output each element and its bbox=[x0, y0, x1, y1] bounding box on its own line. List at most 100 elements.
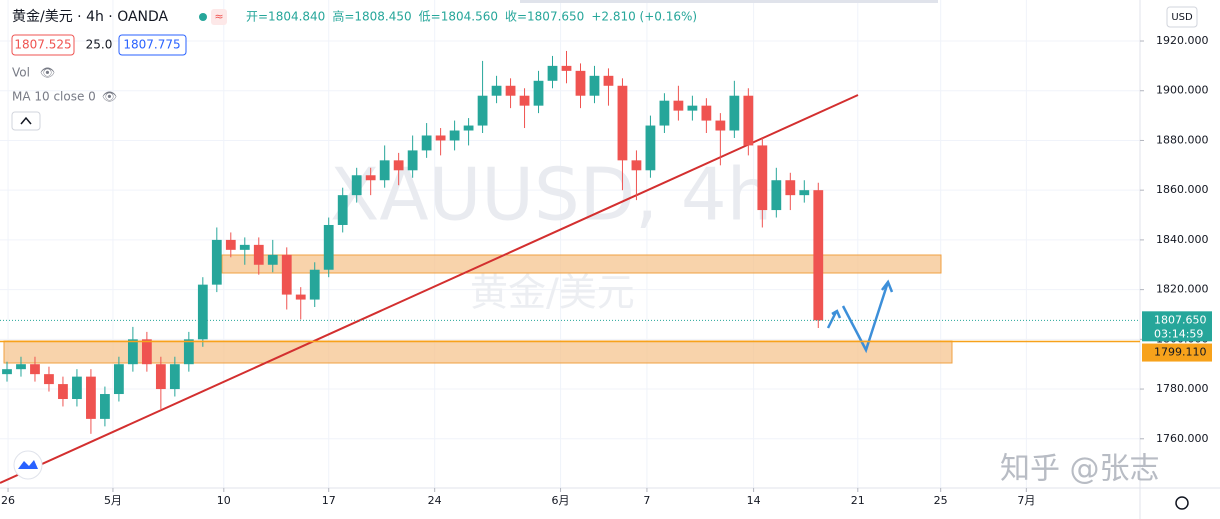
candle-body bbox=[30, 364, 40, 375]
candle-body bbox=[687, 105, 698, 111]
candle-body bbox=[86, 376, 96, 419]
candle-body bbox=[169, 364, 180, 390]
x-tick-label: 10 bbox=[217, 494, 231, 507]
spread: 25.0 bbox=[86, 38, 113, 52]
candle-body bbox=[729, 95, 740, 131]
alert-label: 1799.110 bbox=[1154, 346, 1207, 359]
collapse-icon bbox=[20, 116, 32, 125]
candle-body bbox=[785, 180, 796, 196]
candle-body bbox=[183, 339, 194, 365]
status-dot bbox=[199, 13, 207, 21]
candle-body bbox=[225, 239, 236, 250]
candle-body bbox=[701, 105, 712, 121]
y-tick-label: 1860.000 bbox=[1156, 183, 1209, 196]
candle-body bbox=[155, 364, 166, 390]
candle-body bbox=[659, 100, 670, 126]
candle-body bbox=[379, 160, 390, 181]
axes: 1760.0001780.0001800.0001820.0001840.000… bbox=[0, 34, 1212, 507]
candle-body bbox=[757, 145, 768, 211]
settings-icon[interactable] bbox=[1175, 496, 1189, 510]
y-tick-label: 1920.000 bbox=[1156, 34, 1209, 47]
candle-body bbox=[239, 244, 250, 250]
toolbar-edge bbox=[520, 0, 938, 3]
forecast-arrow bbox=[826, 279, 894, 354]
ohlc-value: 收=1807.650 bbox=[505, 10, 584, 24]
candle-body bbox=[337, 195, 348, 225]
candle-body bbox=[309, 269, 320, 300]
candle-body bbox=[114, 364, 124, 395]
candle-body bbox=[351, 175, 362, 196]
candle-body bbox=[519, 95, 530, 106]
candle-body bbox=[295, 294, 306, 300]
candle-body bbox=[715, 120, 726, 131]
x-tick-label: 7 bbox=[643, 494, 650, 507]
candle-body bbox=[589, 75, 600, 96]
candle-body bbox=[813, 190, 824, 321]
candles bbox=[2, 50, 824, 434]
eye-icon[interactable]: 👁 bbox=[102, 90, 117, 104]
x-tick-label: 21 bbox=[851, 494, 865, 507]
bid-box[interactable] bbox=[11, 34, 75, 56]
candle-body bbox=[393, 160, 404, 171]
indicator: MA 10 close 0 bbox=[12, 90, 96, 104]
x-tick-label: 17 bbox=[322, 494, 336, 507]
candle-body bbox=[575, 70, 586, 96]
status-icon-text: ≈ bbox=[214, 10, 223, 23]
candle-body bbox=[281, 254, 292, 295]
ohlc-value: 低=1804.560 bbox=[419, 10, 498, 24]
ohlc-legend: 开=1804.840 高=1808.450 低=1804.560 收=1807.650… bbox=[246, 9, 697, 24]
candle-body bbox=[127, 339, 138, 365]
candle-body bbox=[547, 65, 558, 81]
candle-body bbox=[197, 284, 208, 340]
candle-body bbox=[58, 384, 68, 400]
x-tick-label: 6月 bbox=[552, 494, 570, 507]
candle-body bbox=[141, 339, 152, 365]
ohlc-value: 高=1808.450 bbox=[332, 9, 411, 24]
candle-body bbox=[743, 95, 754, 146]
x-tick-label: 25 bbox=[934, 494, 948, 507]
bid: 1807.525 bbox=[14, 38, 71, 52]
y-tick-label: 1780.000 bbox=[1156, 382, 1209, 395]
last-price-label: 1807.650 bbox=[1154, 313, 1207, 326]
countdown: 03:14:59 bbox=[1154, 327, 1203, 340]
candle-body bbox=[603, 75, 614, 86]
y-tick-label: 1840.000 bbox=[1156, 233, 1209, 246]
y-tick-label: 1900.000 bbox=[1156, 84, 1209, 97]
y-tick-label: 1760.000 bbox=[1156, 432, 1209, 445]
x-tick-label: 24 bbox=[428, 494, 442, 507]
last-price-tag bbox=[1142, 311, 1212, 342]
candle-body bbox=[463, 125, 474, 131]
y-tick-label: 1820.000 bbox=[1156, 283, 1209, 296]
candle-body bbox=[491, 85, 502, 96]
candle-body bbox=[365, 175, 376, 181]
candle-body bbox=[100, 394, 110, 419]
candle-body bbox=[673, 100, 684, 111]
candle-body bbox=[253, 244, 264, 265]
candle-body bbox=[435, 135, 446, 141]
candle-body bbox=[631, 160, 642, 171]
status-icon bbox=[211, 9, 227, 25]
x-tick-label: 5月 bbox=[104, 494, 122, 507]
x-tick-label: 26 bbox=[1, 494, 15, 507]
eye-icon[interactable]: 👁 bbox=[40, 66, 55, 80]
currency-button[interactable] bbox=[1166, 6, 1198, 28]
logo-icon bbox=[18, 460, 38, 469]
candle-body bbox=[72, 376, 82, 400]
candle-body bbox=[477, 95, 488, 126]
collapse-button[interactable] bbox=[11, 111, 41, 131]
credit: 知乎 @张志 bbox=[1000, 452, 1160, 487]
trend-line bbox=[0, 94, 859, 484]
candle-body bbox=[211, 239, 222, 285]
alert-tag bbox=[1142, 343, 1212, 362]
ohlc-value: 开=1804.840 bbox=[246, 10, 325, 24]
candle-body bbox=[421, 135, 432, 151]
indicator: Vol bbox=[12, 66, 30, 80]
ohlc-value: +2.810 (+0.16%) bbox=[591, 10, 697, 24]
currency: USD bbox=[1171, 12, 1193, 23]
candle-body bbox=[16, 364, 26, 370]
candle-body bbox=[407, 150, 418, 171]
candle-body bbox=[771, 180, 782, 211]
ask-box[interactable] bbox=[118, 34, 187, 56]
candle-body bbox=[617, 85, 628, 161]
